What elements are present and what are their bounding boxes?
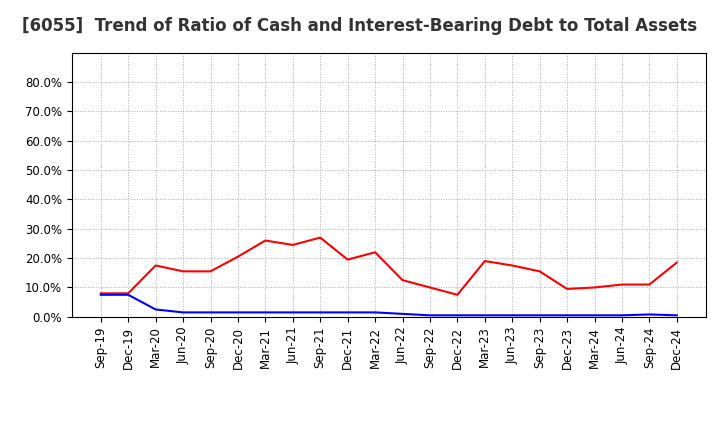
Cash [453,292,462,297]
Interest-Bearing Debt [124,292,132,297]
Interest-Bearing Debt [563,313,572,318]
Cash [590,285,599,290]
Interest-Bearing Debt [536,313,544,318]
Interest-Bearing Debt [233,310,242,315]
Interest-Bearing Debt [206,310,215,315]
Interest-Bearing Debt [96,292,105,297]
Cash [124,291,132,296]
Cash [233,254,242,259]
Interest-Bearing Debt [453,313,462,318]
Interest-Bearing Debt [289,310,297,315]
Interest-Bearing Debt [398,311,407,316]
Interest-Bearing Debt [179,310,187,315]
Interest-Bearing Debt [343,310,352,315]
Cash [96,291,105,296]
Interest-Bearing Debt [151,307,160,312]
Interest-Bearing Debt [316,310,325,315]
Cash [261,238,270,243]
Interest-Bearing Debt [590,313,599,318]
Cash [151,263,160,268]
Cash [371,249,379,255]
Cash [480,258,489,264]
Interest-Bearing Debt [618,313,626,318]
Cash [618,282,626,287]
Interest-Bearing Debt [261,310,270,315]
Interest-Bearing Debt [508,313,516,318]
Cash [316,235,325,240]
Interest-Bearing Debt [645,312,654,317]
Cash [426,285,434,290]
Cash [508,263,516,268]
Text: [6055]  Trend of Ratio of Cash and Interest-Bearing Debt to Total Assets: [6055] Trend of Ratio of Cash and Intere… [22,18,698,35]
Line: Interest-Bearing Debt: Interest-Bearing Debt [101,295,677,315]
Line: Cash: Cash [101,238,677,295]
Cash [563,286,572,292]
Cash [289,242,297,248]
Cash [645,282,654,287]
Cash [343,257,352,262]
Cash [179,269,187,274]
Interest-Bearing Debt [480,313,489,318]
Interest-Bearing Debt [426,313,434,318]
Interest-Bearing Debt [672,313,681,318]
Interest-Bearing Debt [371,310,379,315]
Cash [536,269,544,274]
Cash [206,269,215,274]
Cash [672,260,681,265]
Cash [398,278,407,283]
